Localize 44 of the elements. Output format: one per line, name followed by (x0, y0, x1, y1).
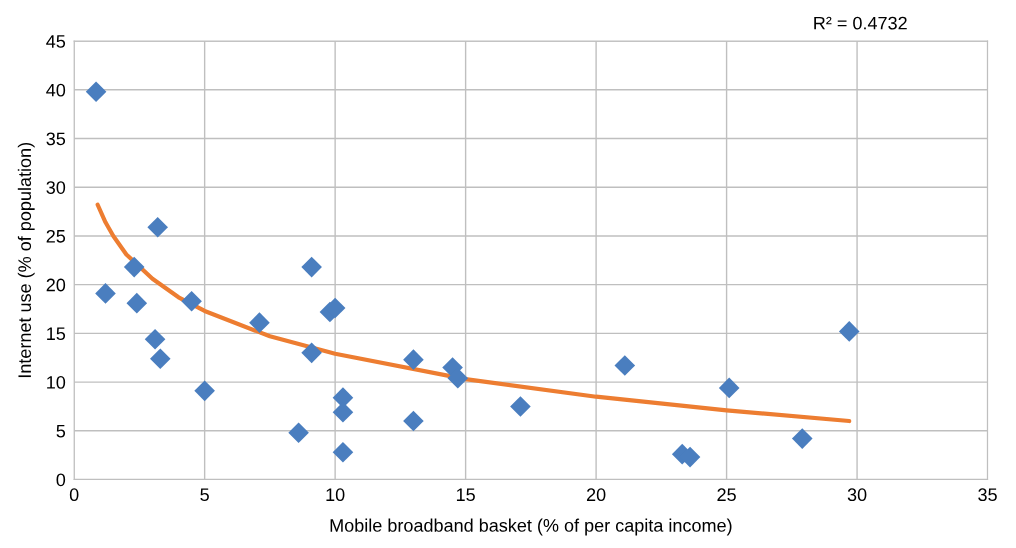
point (126, 292, 148, 314)
point (194, 380, 215, 402)
point (838, 321, 860, 342)
y-tick-label: 15 (47, 327, 66, 341)
point (614, 355, 636, 376)
x-tick-label: 25 (717, 488, 736, 502)
point (95, 283, 116, 304)
x-tick-label: 10 (326, 488, 345, 502)
y-tick-label: 20 (46, 278, 66, 292)
point (718, 377, 740, 399)
line-series (95, 202, 852, 424)
y-axis-title: Internet use (% of population) (17, 142, 35, 378)
y-tick-label: 30 (46, 181, 66, 194)
y-tick-label: 0 (56, 473, 66, 487)
point (447, 367, 469, 389)
y-tick-label: 40 (46, 83, 66, 97)
point (332, 441, 354, 463)
y-tick-label: 25 (46, 229, 66, 243)
point (510, 396, 531, 417)
point (301, 256, 322, 278)
x-axis-title: Mobile broadband basket (% of per capita income) (330, 518, 732, 536)
point (288, 422, 309, 444)
point (85, 81, 107, 103)
y-tick-label: 35 (46, 132, 66, 146)
y-tick-label: 45 (46, 35, 66, 48)
point (123, 256, 145, 278)
point (403, 349, 424, 370)
point (181, 290, 202, 312)
point (791, 428, 813, 449)
x-tick-label: 20 (586, 488, 606, 502)
point (249, 312, 270, 333)
y-tick-label: 10 (47, 376, 66, 389)
point (149, 348, 171, 369)
x-tick-label: 5 (200, 488, 209, 502)
text: R² = 0.4732 (814, 16, 907, 30)
point (403, 410, 424, 432)
point (144, 328, 166, 350)
x-tick-label: 35 (978, 488, 997, 502)
point (301, 342, 322, 364)
x-tick-label: 30 (847, 488, 867, 502)
x-tick-label: 0 (69, 488, 79, 502)
y-tick-label: 5 (56, 424, 66, 438)
x-tick-label: 15 (456, 488, 475, 502)
point (147, 216, 168, 238)
